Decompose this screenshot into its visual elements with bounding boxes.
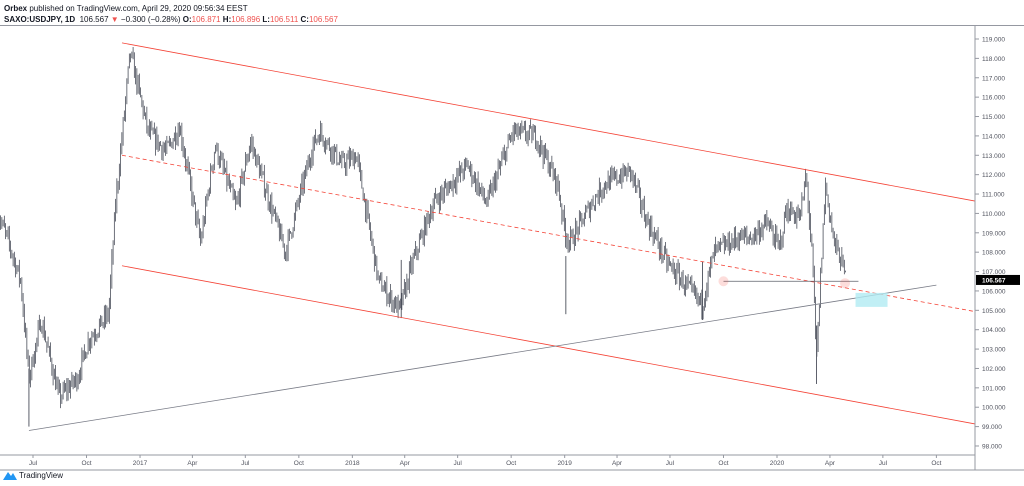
x-tick-label: Jul <box>879 460 888 467</box>
mid-channel-dashed-line <box>121 154 976 312</box>
y-tick-label: 111.000 <box>982 192 1005 199</box>
x-tick-label: Apr <box>825 460 836 467</box>
y-tick-label: 119.000 <box>982 37 1005 44</box>
y-tick-label: 117.000 <box>982 75 1005 82</box>
x-tick-label: Oct <box>718 460 728 467</box>
x-tick-label: Jul <box>29 460 38 467</box>
support-trendline <box>28 284 937 431</box>
tradingview-logo[interactable]: TradingView <box>3 470 63 480</box>
open-value: 106.871 <box>191 15 221 24</box>
y-tick-label: 114.000 <box>982 133 1005 140</box>
last-price-label: 106.567 <box>982 277 1006 284</box>
drawings <box>28 42 976 431</box>
x-tick-label: Jul <box>666 460 675 467</box>
x-tick-label: Jul <box>453 460 462 467</box>
low-label: L: <box>262 15 270 24</box>
y-tick-label: 98.000 <box>982 443 1002 450</box>
axes: 119.000 118.000 117.000 116.000 115.000 114.0… <box>0 26 1024 471</box>
y-tick-label: 115.000 <box>982 114 1005 121</box>
close-label: C: <box>300 15 309 24</box>
y-tick-label: 113.000 <box>982 153 1005 160</box>
y-tick-label: 106.000 <box>982 288 1006 295</box>
high-value: 106.896 <box>231 15 261 24</box>
x-tick-label: 2019 <box>557 460 572 467</box>
change: −0.300 (−0.28%) <box>120 15 181 24</box>
y-tick-label: 108.000 <box>982 250 1006 257</box>
y-tick-label: 105.000 <box>982 308 1006 315</box>
header-divider <box>0 25 1024 26</box>
marker-circle <box>718 276 729 287</box>
highlight-zone <box>855 292 888 307</box>
published-text: published on TradingView.com, April 29, … <box>29 4 248 13</box>
last-price: 106.567 <box>79 15 109 24</box>
y-tick-label: 103.000 <box>982 347 1006 354</box>
low-value: 106.511 <box>269 15 299 24</box>
down-arrow-icon: ▼ <box>110 15 119 24</box>
logo-text: TradingView <box>19 470 64 480</box>
x-tick-label: Oct <box>81 460 91 467</box>
x-tick-label: Apr <box>187 460 198 467</box>
x-tick-label: 2020 <box>770 460 785 467</box>
last-price-tag <box>976 274 1020 285</box>
y-tick-label: 102.000 <box>982 366 1006 373</box>
x-tick-label: Oct <box>294 460 304 467</box>
x-tick-label: 2018 <box>345 460 360 467</box>
x-tick-label: Oct <box>506 460 516 467</box>
lower-channel-line <box>121 265 976 425</box>
y-tick-label: 107.000 <box>982 269 1006 276</box>
x-tick-label: 2017 <box>133 460 148 467</box>
y-tick-label: 104.000 <box>982 327 1006 334</box>
symbol: SAXO:USDJPY, 1D <box>4 15 76 24</box>
y-tick-label: 101.000 <box>982 385 1006 392</box>
close-value: 106.567 <box>308 15 338 24</box>
y-tick-label: 100.000 <box>982 405 1006 412</box>
publisher[interactable]: Orbex <box>4 4 28 13</box>
marker-circle <box>840 278 851 289</box>
x-tick-label: Apr <box>612 460 623 467</box>
y-tick-label: 99.000 <box>982 424 1002 431</box>
x-tick-label: Apr <box>400 460 411 467</box>
y-tick-label: 109.000 <box>982 230 1006 237</box>
y-tick-label: 118.000 <box>982 56 1005 63</box>
open-label: O: <box>182 15 192 24</box>
candles <box>0 47 846 427</box>
upper-channel-line <box>121 42 976 202</box>
x-tick-label: Oct <box>931 460 941 467</box>
y-tick-label: 112.000 <box>982 172 1005 179</box>
high-label: H: <box>222 15 232 24</box>
y-tick-label: 110.000 <box>982 211 1005 218</box>
x-tick-label: Jul <box>241 460 250 467</box>
y-tick-label: 116.000 <box>982 95 1005 102</box>
chart-header: Orbex published on TradingView.com, Apri… <box>4 3 338 25</box>
tradingview-logo-icon <box>3 472 17 480</box>
